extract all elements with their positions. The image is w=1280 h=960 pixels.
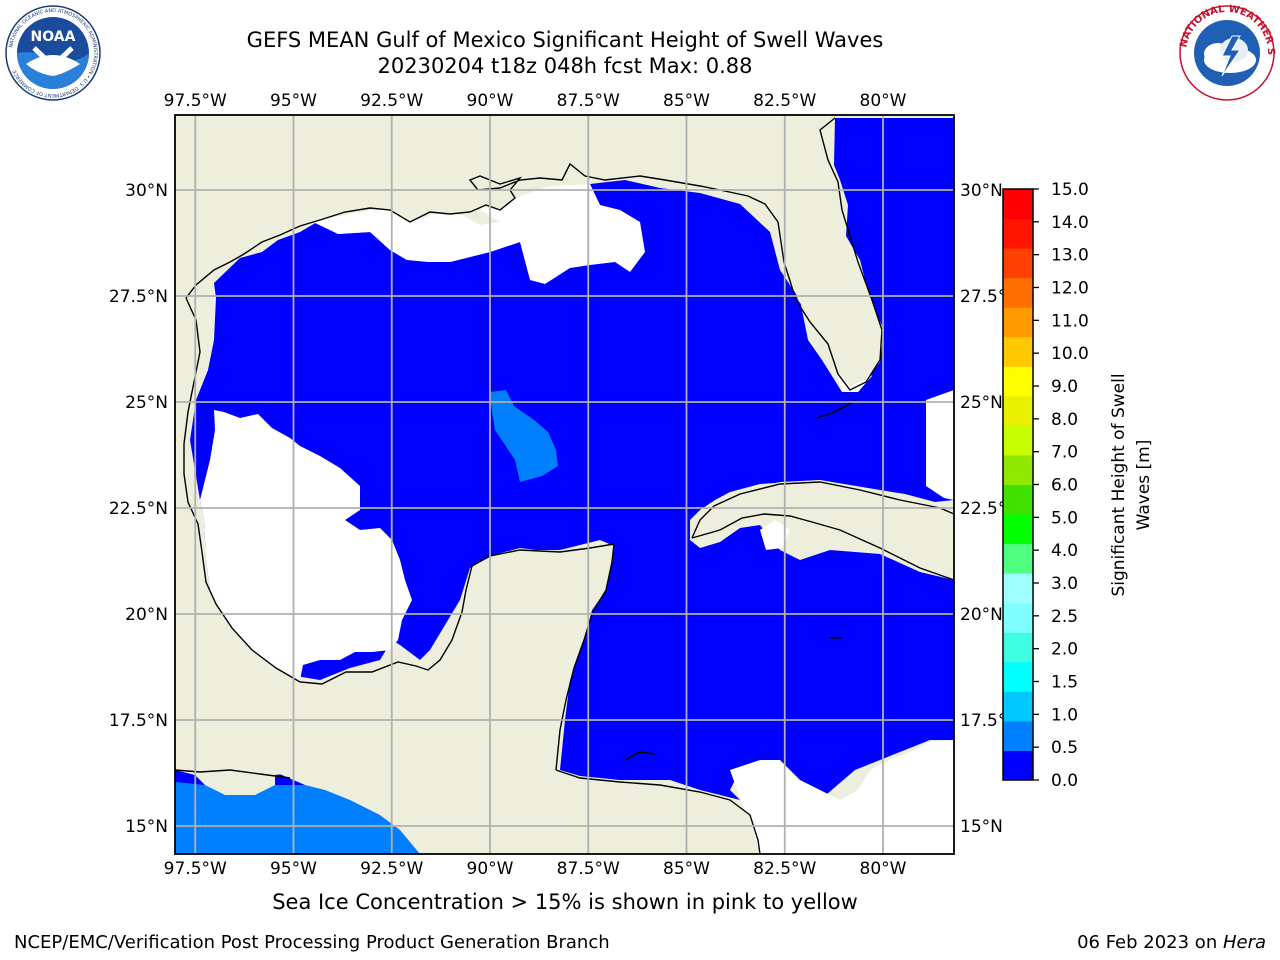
latitude-label: 25°N <box>960 393 1003 413</box>
noaa-logo-text: NOAA <box>31 29 76 45</box>
map-title: GEFS MEAN Gulf of Mexico Significant Hei… <box>246 28 884 52</box>
colorbar-swatch <box>1003 189 1033 220</box>
longitude-label: 90°W <box>467 91 514 111</box>
colorbar-tick-label: 0.0 <box>1051 771 1078 791</box>
colorbar-swatch <box>1003 454 1033 485</box>
generation-date: 06 Feb 2023 on Hera <box>1077 932 1266 953</box>
colorbar-tick-label: 2.0 <box>1051 640 1078 660</box>
colorbar-tick-label: 14.0 <box>1051 213 1089 233</box>
colorbar-swatch <box>1003 366 1033 397</box>
colorbar-swatch <box>1003 425 1033 456</box>
colorbar-swatch <box>1003 218 1033 249</box>
colorbar-tick-label: 5.0 <box>1051 508 1078 528</box>
colorbar-tick-label: 1.0 <box>1051 705 1078 725</box>
date-value: 06 Feb 2023 on <box>1077 932 1223 953</box>
longitude-label: 82.5°W <box>753 91 816 111</box>
colorbar-tick-label: 2.5 <box>1051 607 1078 627</box>
colorbar-swatch <box>1003 514 1033 545</box>
map-gridlines <box>175 115 954 854</box>
longitude-label: 95°W <box>270 91 317 111</box>
longitude-label: 87.5°W <box>557 859 620 879</box>
colorbar-tick-label: 13.0 <box>1051 246 1089 266</box>
colorbar-swatch <box>1003 543 1033 574</box>
forecast-subtitle: 20230204 t18z 048h fcst Max: 0.88 <box>377 54 753 78</box>
mid-gulf-swell-patch <box>490 390 558 482</box>
colorbar-swatch <box>1003 307 1033 338</box>
pacific-swell-field-dark-east <box>275 772 428 854</box>
longitude-label: 80°W <box>860 91 907 111</box>
longitude-label: 97.5°W <box>164 859 227 879</box>
noaa-logo: NOAA NATIONAL OCEANIC AND ATMOSPHERIC AD… <box>5 5 101 101</box>
land-florida <box>175 118 880 386</box>
latitude-label: 15°N <box>960 817 1003 837</box>
pacific-swell-field-dark <box>175 770 205 785</box>
colorbar-swatch <box>1003 248 1033 279</box>
longitude-labels-bottom: 97.5°W 95°W 92.5°W 90°W 87.5°W 85°W 82.5°W 80°W <box>164 859 907 879</box>
colorbar-tick-label: 8.0 <box>1051 410 1078 430</box>
longitude-label: 95°W <box>270 859 317 879</box>
colorbar-tick-label: 6.0 <box>1051 476 1078 496</box>
colorbar-swatch <box>1003 277 1033 308</box>
colorbar-swatch <box>1003 395 1033 426</box>
colorbar-swatch <box>1003 602 1033 633</box>
host-name: Hera <box>1222 932 1266 953</box>
colorbar: 0.0 0.5 1.0 1.5 2.0 2.5 3.0 4.0 5.0 6.0 7.0 8.0 9.0 1… <box>1002 180 1089 791</box>
colorbar-swatch <box>1003 720 1033 751</box>
latitude-label: 30°N <box>125 181 168 201</box>
land-mexico <box>175 298 760 854</box>
colorbar-swatch <box>1003 484 1033 515</box>
no-data-bahamas <box>926 390 954 500</box>
longitude-labels-top: 97.5°W 95°W 92.5°W 90°W 87.5°W 85°W 82.5°W 80°W <box>164 91 907 111</box>
nws-logo: NATIONAL WEATHER SERVICE <box>1178 4 1276 101</box>
colorbar-swatch <box>1003 691 1033 722</box>
colorbar-swatch <box>1003 632 1033 663</box>
longitude-label: 82.5°W <box>753 859 816 879</box>
land-cuba <box>692 480 954 580</box>
colorbar-tick-label: 15.0 <box>1051 180 1089 200</box>
land-cuba-bay <box>760 520 790 550</box>
colorbar-swatch <box>1003 750 1033 781</box>
colorbar-swatch <box>1003 336 1033 367</box>
longitude-label: 92.5°W <box>360 91 423 111</box>
colorbar-tick-label: 4.0 <box>1051 541 1078 561</box>
latitude-label: 15°N <box>125 817 168 837</box>
colorbar-tick-label: 10.0 <box>1051 344 1089 364</box>
longitude-label: 97.5°W <box>164 91 227 111</box>
colorbar-tick-label: 1.5 <box>1051 673 1078 693</box>
coastlines <box>175 117 954 854</box>
colorbar-swatch <box>1003 573 1033 604</box>
colorbar-tick-label: 9.0 <box>1051 377 1078 397</box>
pacific-swell-field <box>175 778 420 854</box>
sea-ice-note: Sea Ice Concentration > 15% is shown in … <box>272 890 858 914</box>
colorbar-tick-label: 0.5 <box>1051 738 1078 758</box>
longitude-label: 85°W <box>663 859 710 879</box>
longitude-label: 80°W <box>860 859 907 879</box>
colorbar-tick-label: 3.0 <box>1051 574 1078 594</box>
colorbar-label: Significant Height of Swell Waves [m] <box>1109 373 1154 596</box>
latitude-label: 17.5°N <box>109 711 168 731</box>
longitude-label: 87.5°W <box>557 91 620 111</box>
colorbar-swatch <box>1003 661 1033 692</box>
longitude-label: 85°W <box>663 91 710 111</box>
branch-credit: NCEP/EMC/Verification Post Processing Pr… <box>14 932 610 953</box>
latitude-label: 27.5°N <box>109 287 168 307</box>
colorbar-tick-label: 12.0 <box>1051 279 1089 299</box>
longitude-label: 92.5°W <box>360 859 423 879</box>
longitude-label: 90°W <box>467 859 514 879</box>
latitude-labels-left: 30°N 27.5°N 25°N 22.5°N 20°N 17.5°N 15°N <box>109 181 168 837</box>
latitude-label: 20°N <box>125 605 168 625</box>
latitude-label: 25°N <box>125 393 168 413</box>
colorbar-tick-label: 11.0 <box>1051 311 1089 331</box>
latitude-label: 22.5°N <box>109 499 168 519</box>
latitude-label: 30°N <box>960 181 1003 201</box>
no-data-west <box>200 410 412 680</box>
latitude-label: 20°N <box>960 605 1003 625</box>
map-frame <box>174 114 955 855</box>
colorbar-tick-label: 7.0 <box>1051 443 1078 463</box>
